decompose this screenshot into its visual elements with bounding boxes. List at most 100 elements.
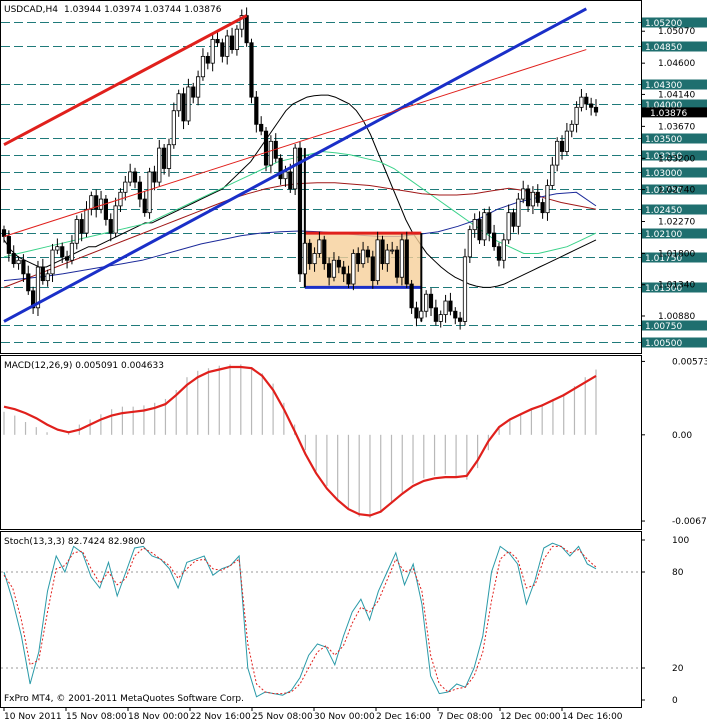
candle-body [307, 242, 312, 265]
level-label: 1.03000 [645, 169, 682, 179]
price-tick-label: 1.03200 [658, 154, 695, 164]
candle-body [162, 147, 167, 169]
level-label-box [642, 79, 707, 90]
candle-body [21, 259, 26, 275]
macd-tick-label: 0.005733 [672, 357, 707, 367]
candle-body [322, 239, 327, 265]
price-tick-label: 1.02740 [658, 186, 695, 196]
candle-body [559, 140, 565, 152]
candle-body [448, 300, 453, 312]
candle-body [525, 188, 531, 207]
current-price-box [642, 107, 707, 118]
level-label-box [642, 99, 707, 110]
candle-body [225, 35, 230, 57]
level-label: 1.04300 [645, 81, 682, 91]
level-label-box [642, 337, 707, 348]
candle-body [579, 96, 584, 108]
macd-signal-line [3, 365, 597, 517]
macd-scale: 0.005733 0.00 -0.006734 [641, 357, 707, 527]
candle-body [195, 76, 201, 98]
candle-body [35, 266, 41, 309]
price-scale: 1.05200 1.04850 1.04300 1.04000 1.03500 1.032… [641, 17, 707, 349]
level-label: 1.05200 [645, 19, 682, 29]
candle-body [210, 38, 215, 64]
candle-body [462, 256, 468, 322]
candle-body [244, 15, 249, 44]
candle-body [511, 212, 516, 227]
candle-body [491, 232, 497, 248]
candle-body [409, 283, 414, 309]
candle-body [327, 263, 332, 278]
candle-body [375, 239, 380, 282]
price-tick-label: 1.03670 [658, 122, 695, 132]
candle-body [593, 106, 599, 113]
price-tick-label: 1.01800 [658, 249, 695, 259]
candle-body [496, 246, 502, 261]
candle-body [64, 256, 70, 261]
candle-body [123, 181, 128, 193]
time-axis: 10 Nov 2011 15 Nov 08:00 18 Nov 00:00 22 No… [3, 707, 623, 722]
stochastic-main-line [3, 542, 597, 698]
trend-line [3, 49, 587, 237]
candle-body [157, 147, 162, 183]
macd-panel [0, 355, 642, 530]
candle-body [186, 86, 191, 122]
candle-body [317, 239, 322, 254]
candle-body [443, 300, 448, 316]
time-tick-label: 12 Dec 00:00 [500, 712, 561, 722]
candle-body [229, 35, 235, 50]
candle-body [477, 219, 482, 241]
level-label-box [642, 150, 707, 161]
candle-body [283, 171, 288, 180]
time-tick-label: 7 Dec 08:00 [438, 712, 493, 722]
candle-body [297, 147, 303, 275]
candle-body [249, 42, 254, 98]
candle-body [394, 249, 400, 278]
candle-body [176, 93, 181, 112]
level-label: 1.03500 [645, 135, 682, 145]
candle-body [404, 239, 409, 285]
time-tick-label: 14 Dec 16:00 [562, 712, 623, 722]
stochastic-tick-label: 100 [672, 536, 689, 546]
candle-body [540, 202, 545, 214]
candle-body [521, 188, 526, 200]
level-label: 1.00750 [645, 322, 682, 332]
macd-series [3, 364, 597, 519]
macd-label: MACD(12,26,9) 0.005091 0.004633 [4, 361, 164, 371]
candle-body [31, 290, 36, 309]
candle-body [268, 140, 273, 166]
candle-body [453, 310, 458, 319]
price-tick-label: 1.04140 [658, 90, 695, 100]
level-label-box [642, 167, 707, 178]
stochastic-signal-line [3, 545, 597, 695]
candle-body [191, 86, 196, 98]
candle-body [472, 219, 477, 231]
level-label: 1.03250 [645, 152, 682, 162]
stochastic-panel [0, 531, 642, 708]
candle-body [55, 246, 60, 251]
level-label-box [642, 228, 707, 239]
candle-body [302, 242, 307, 275]
stochastic-label: Stoch(13,3,3) 82.7424 82.9800 [4, 537, 145, 547]
price-panel [0, 0, 642, 354]
candle-body [288, 171, 293, 190]
candle-body [98, 198, 104, 210]
time-tick-label: 30 Nov 00:00 [314, 712, 375, 722]
candle-body [380, 239, 385, 265]
candle-body [545, 185, 550, 214]
candle-body [365, 249, 371, 258]
time-tick-label: 25 Nov 08:00 [252, 712, 313, 722]
candle-body [16, 259, 21, 265]
candle-body [360, 249, 366, 265]
candle-body [259, 123, 264, 132]
candle-body [215, 38, 220, 44]
level-label: 1.02100 [645, 230, 682, 240]
candle-body [74, 219, 79, 244]
candle-body [26, 273, 31, 292]
candle-body [312, 253, 317, 265]
time-tick-label: 22 Nov 16:00 [190, 712, 251, 722]
stochastic-series [1, 542, 641, 698]
candle-body [220, 42, 225, 57]
candle-body [50, 249, 55, 275]
level-label-box [642, 320, 707, 331]
